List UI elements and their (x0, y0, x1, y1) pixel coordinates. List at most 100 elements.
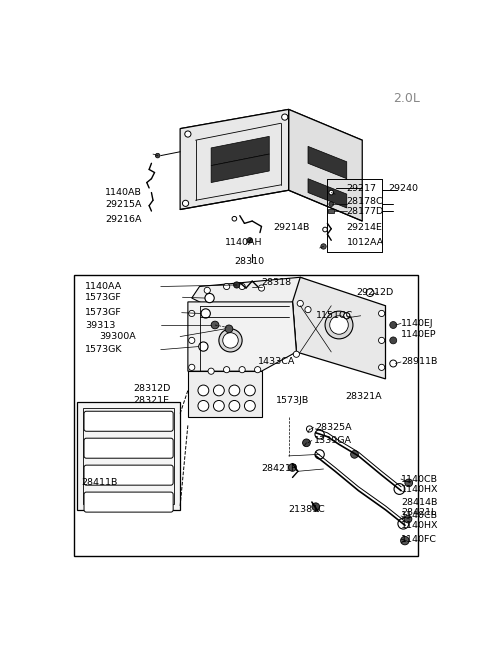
Circle shape (321, 244, 326, 249)
Text: 1140AB: 1140AB (105, 188, 142, 197)
Circle shape (239, 367, 245, 373)
Text: 1140AA: 1140AA (85, 282, 122, 291)
Circle shape (306, 426, 312, 432)
Text: 28911B: 28911B (401, 358, 437, 366)
Text: 28177D: 28177D (347, 208, 384, 216)
Text: 29240: 29240 (388, 184, 418, 193)
Circle shape (305, 307, 311, 312)
Circle shape (232, 216, 237, 221)
Circle shape (214, 400, 224, 411)
Text: 1151CC: 1151CC (316, 311, 353, 320)
Circle shape (297, 301, 303, 307)
Circle shape (258, 285, 264, 291)
Text: 28421L: 28421L (401, 508, 436, 517)
FancyBboxPatch shape (84, 438, 173, 458)
Circle shape (390, 322, 397, 328)
Circle shape (214, 385, 224, 396)
Polygon shape (211, 154, 269, 183)
Text: 1433CA: 1433CA (258, 358, 295, 366)
Circle shape (198, 385, 209, 396)
Circle shape (288, 464, 296, 472)
Text: 1140CB: 1140CB (401, 474, 438, 483)
Circle shape (247, 238, 252, 243)
Circle shape (225, 325, 233, 333)
Circle shape (244, 385, 255, 396)
Text: 29214B: 29214B (273, 223, 310, 232)
Circle shape (199, 342, 208, 351)
Text: 1140AH: 1140AH (225, 238, 263, 247)
Text: 28421R: 28421R (262, 464, 298, 474)
FancyBboxPatch shape (84, 465, 173, 485)
Text: 1140CB: 1140CB (401, 512, 438, 521)
Text: 1012AA: 1012AA (347, 238, 384, 247)
Circle shape (182, 200, 189, 206)
Circle shape (223, 333, 238, 348)
Text: 29214E: 29214E (347, 223, 383, 232)
Polygon shape (188, 371, 262, 417)
Text: 1140EP: 1140EP (401, 329, 437, 339)
Text: 28321A: 28321A (345, 392, 382, 401)
Circle shape (398, 518, 409, 529)
FancyBboxPatch shape (84, 411, 173, 431)
Circle shape (198, 400, 209, 411)
Circle shape (312, 503, 320, 510)
Polygon shape (288, 109, 362, 221)
Circle shape (379, 364, 385, 371)
Text: 1339GA: 1339GA (314, 436, 352, 445)
Circle shape (302, 439, 311, 447)
Text: 1140EJ: 1140EJ (401, 319, 433, 328)
Circle shape (390, 360, 397, 367)
Circle shape (379, 310, 385, 316)
Circle shape (404, 515, 412, 523)
Text: 28411B: 28411B (81, 478, 117, 487)
Text: 29216A: 29216A (105, 215, 142, 224)
Text: 28178C: 28178C (347, 197, 384, 206)
Polygon shape (223, 302, 296, 383)
Circle shape (282, 114, 288, 120)
Text: 1573GF: 1573GF (85, 309, 121, 317)
Circle shape (293, 351, 300, 358)
Circle shape (401, 536, 409, 545)
Circle shape (329, 202, 334, 206)
Circle shape (201, 309, 210, 318)
Circle shape (379, 337, 385, 343)
Circle shape (234, 282, 240, 288)
Text: 1140HX: 1140HX (401, 485, 439, 493)
Text: 29215A: 29215A (105, 200, 142, 208)
Text: 28312D: 28312D (133, 384, 171, 394)
Bar (74, 275, 418, 556)
Text: 28325A: 28325A (316, 423, 352, 432)
Circle shape (189, 310, 195, 316)
Bar (328, 209, 335, 214)
Circle shape (325, 311, 353, 339)
Circle shape (208, 368, 214, 374)
Circle shape (205, 293, 214, 303)
Circle shape (219, 329, 242, 352)
Text: 28318: 28318 (262, 278, 292, 287)
Text: 28414B: 28414B (401, 498, 437, 506)
Circle shape (329, 190, 334, 195)
Circle shape (315, 450, 324, 459)
Circle shape (224, 367, 230, 373)
Text: 29217: 29217 (347, 184, 377, 193)
Circle shape (350, 451, 359, 458)
Circle shape (229, 400, 240, 411)
Polygon shape (292, 277, 385, 379)
Circle shape (315, 430, 324, 439)
Circle shape (323, 227, 327, 232)
Text: 28310: 28310 (234, 257, 264, 265)
Polygon shape (188, 302, 296, 371)
Circle shape (204, 288, 210, 293)
Bar (83, 408, 174, 504)
Polygon shape (192, 277, 331, 310)
Polygon shape (308, 179, 347, 208)
Text: 39300A: 39300A (99, 332, 135, 341)
Circle shape (405, 479, 413, 487)
Text: 1573GF: 1573GF (85, 293, 121, 302)
Text: 1573GK: 1573GK (85, 345, 122, 354)
Circle shape (390, 337, 397, 344)
Polygon shape (180, 109, 362, 159)
Text: 1140HX: 1140HX (401, 521, 439, 531)
Circle shape (224, 284, 230, 290)
Text: 1140FC: 1140FC (401, 534, 437, 544)
